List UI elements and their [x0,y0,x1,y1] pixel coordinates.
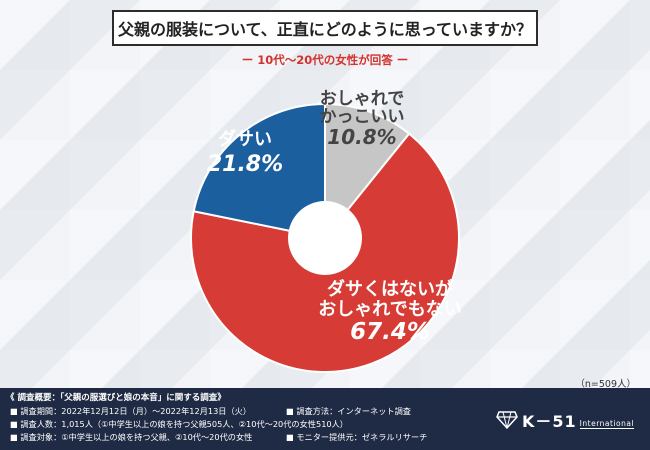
company-logo: K－51 International [496,408,635,432]
background-triangle [140,140,210,210]
survey-period: ■ 調査期間：2022年12月12日（月）～2022年12月13日（火） [10,406,252,416]
slice-label: おしゃれで [320,89,405,109]
background-triangle [490,70,560,140]
background-triangle [630,280,650,350]
background-triangle [560,210,630,280]
background-triangle [490,280,560,350]
background-triangle [0,140,70,210]
background-triangle [630,210,650,280]
background-triangle [560,140,630,210]
pie-slice-stylish [324,102,411,241]
background-triangle [420,280,490,350]
slice-label: ダサい [218,128,272,150]
slice-value-label: 67.4% [350,319,430,345]
background-triangle [630,140,650,210]
background-triangle [0,280,70,350]
background-triangle [0,350,70,388]
slice-value-label: 10.8% [327,125,396,149]
survey-footer: 《 調査概要：「父親の服選びと娘の本音」に関する調査》 ■ 調査期間：2022年… [0,388,650,450]
background-triangle [630,350,650,388]
chart-title: 父親の服装について、正直にどのように思っていますか？ [112,10,538,46]
background-triangle [630,260,650,280]
background-triangle [70,350,140,388]
survey-count: ■ 調査人数：1,015人（①中学生以上の娘を持つ父親505人、②10代～20代… [10,419,348,429]
background-triangle [522,350,560,388]
chart-subtitle: ー 10代～20代の女性が回答 ー [241,53,409,67]
background-triangle [70,280,140,350]
background-triangle [560,350,630,388]
background-triangle [560,0,630,70]
background-triangle [630,0,650,70]
background-triangle [560,280,630,350]
logo-sub: International [579,419,635,429]
background-triangle [70,210,140,280]
background-triangle [102,350,140,388]
slice-label: かっこいい [320,107,405,127]
background-triangle [210,350,280,388]
background-triangle [630,70,650,140]
background-triangle [630,50,650,70]
survey-method: ■ 調査方法：インターネット調査 [286,406,411,416]
background-triangle [490,210,560,280]
background-triangle [70,140,140,210]
background-triangle [0,0,70,70]
background-triangle [490,140,560,210]
background-triangle [490,350,560,388]
background-triangle [0,70,70,140]
background-triangle [630,120,650,140]
slice-label: おしゃれでもない [318,299,461,320]
background-triangle [70,70,140,140]
slice-label: ダサくはないが [327,278,453,300]
chart-title-text: 父親の服装について、正直にどのように思っていますか？ [118,20,532,39]
survey-target: ■ 調査対象：①中学生以上の娘を持つ父親、②10代～20代の女性 [10,432,253,442]
background-triangle [0,210,70,280]
logo-brand: K－51 [522,412,577,431]
background-triangle [32,350,70,388]
background-triangle [140,350,210,388]
survey-provider: ■ モニター提供元：ゼネラルリサーチ [286,432,428,442]
background-triangle [140,280,210,350]
slice-value-label: 21.8% [207,152,283,177]
sample-size: （n=509人） [575,379,636,390]
background-triangle [452,350,490,388]
survey-heading: 《 調査概要：「父親の服選びと娘の本音」に関する調査》 [6,393,226,403]
background-triangle [382,350,420,388]
background-triangle [630,330,650,350]
pie-slice-uncool [192,102,326,240]
background-triangle [592,350,630,388]
background-triangle [140,70,210,140]
diamond-icon [496,411,518,429]
background-triangle [420,350,490,388]
donut-hole [288,201,362,275]
background-triangle [560,70,630,140]
background-triangle [630,190,650,210]
background-triangle [172,350,210,388]
background-triangle [420,70,490,140]
